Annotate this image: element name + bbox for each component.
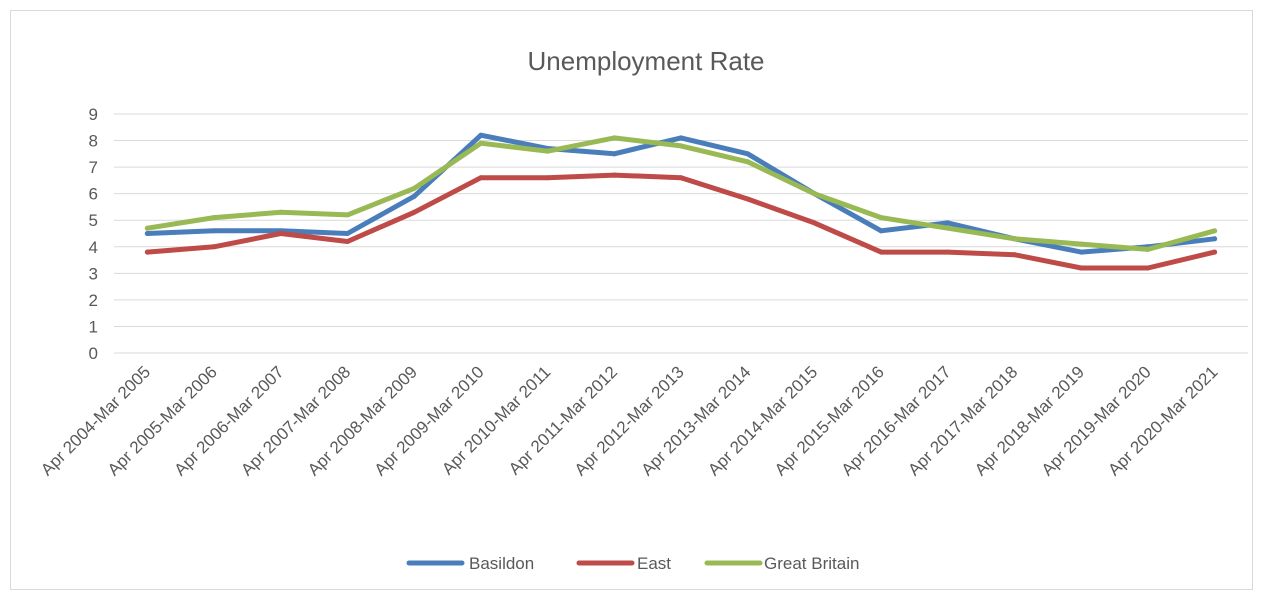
data-point — [478, 175, 484, 181]
y-axis-ticks: 0 1 2 3 4 5 6 7 8 9 — [89, 105, 98, 363]
data-point — [945, 249, 951, 255]
series-line-east — [144, 172, 1218, 271]
y-tick-label: 9 — [89, 105, 98, 124]
x-tick-label: Apr 2015-Mar 2016 — [771, 362, 888, 479]
chart-area: Unemployment Rate 0 1 2 3 4 5 6 7 8 9 Apr 2004-Ma… — [10, 10, 1253, 590]
data-point — [278, 209, 284, 215]
data-point — [411, 193, 417, 199]
data-point — [478, 132, 484, 138]
y-tick-label: 5 — [89, 211, 98, 230]
data-point — [344, 212, 350, 218]
x-tick-label: Apr 2005-Mar 2006 — [104, 362, 221, 479]
data-point — [1078, 249, 1084, 255]
y-tick-label: 3 — [89, 264, 98, 283]
data-point — [1212, 236, 1218, 242]
data-point — [945, 220, 951, 226]
y-tick-label: 1 — [89, 317, 98, 336]
data-point — [678, 175, 684, 181]
data-point — [1145, 246, 1151, 252]
x-tick-label: Apr 2012-Mar 2013 — [571, 362, 688, 479]
legend-label: Great Britain — [764, 554, 859, 573]
data-point — [344, 238, 350, 244]
data-point — [1012, 236, 1018, 242]
y-tick-label: 6 — [89, 185, 98, 204]
x-tick-label: Apr 2014-Mar 2015 — [704, 362, 821, 479]
y-tick-label: 7 — [89, 158, 98, 177]
x-tick-label: Apr 2007-Mar 2008 — [237, 362, 354, 479]
data-point — [745, 196, 751, 202]
data-point — [144, 225, 150, 231]
data-point — [678, 143, 684, 149]
legend-label: East — [637, 554, 671, 573]
data-point — [144, 249, 150, 255]
data-point — [478, 140, 484, 146]
data-point — [545, 148, 551, 154]
data-point — [945, 225, 951, 231]
data-point — [1078, 265, 1084, 271]
x-tick-label: Apr 2016-Mar 2017 — [838, 362, 955, 479]
x-tick-label: Apr 2013-Mar 2014 — [638, 362, 755, 479]
x-tick-label: Apr 2020-Mar 2021 — [1104, 362, 1221, 479]
x-tick-label: Apr 2019-Mar 2020 — [1038, 362, 1155, 479]
data-point — [811, 191, 817, 197]
x-tick-label: Apr 2008-Mar 2009 — [304, 362, 421, 479]
data-point — [1212, 249, 1218, 255]
data-point — [1212, 228, 1218, 234]
data-point — [745, 159, 751, 165]
data-point — [411, 185, 417, 191]
y-tick-label: 8 — [89, 132, 98, 151]
data-point — [211, 244, 217, 250]
legend-label: Basildon — [469, 554, 534, 573]
legend: Basildon East Great Britain — [406, 554, 859, 573]
data-point — [745, 151, 751, 157]
data-point — [878, 215, 884, 221]
data-point — [611, 151, 617, 157]
y-tick-label: 0 — [89, 344, 98, 363]
data-point — [545, 175, 551, 181]
line-chart: Unemployment Rate 0 1 2 3 4 5 6 7 8 9 Apr 2004-Ma… — [37, 46, 1248, 573]
data-point — [278, 231, 284, 236]
x-tick-label: Apr 2017-Mar 2018 — [904, 362, 1021, 479]
data-point — [1012, 252, 1018, 258]
data-point — [878, 249, 884, 255]
data-point — [344, 231, 350, 236]
y-tick-label: 2 — [89, 291, 98, 310]
data-point — [211, 228, 217, 234]
x-tick-label: Apr 2006-Mar 2007 — [171, 362, 288, 479]
data-point — [811, 220, 817, 226]
chart-title: Unemployment Rate — [528, 46, 765, 76]
x-tick-label: Apr 2009-Mar 2010 — [371, 362, 488, 479]
data-point — [1145, 265, 1151, 271]
x-tick-label: Apr 2018-Mar 2019 — [971, 362, 1088, 479]
data-point — [678, 135, 684, 141]
y-tick-label: 4 — [89, 238, 98, 257]
x-tick-label: Apr 2004-Mar 2005 — [37, 362, 154, 479]
data-point — [878, 228, 884, 234]
data-point — [411, 209, 417, 215]
data-point — [611, 135, 617, 141]
data-point — [211, 215, 217, 221]
data-point — [1078, 241, 1084, 247]
data-point — [611, 172, 617, 178]
data-point — [144, 231, 150, 236]
series-lines — [144, 132, 1218, 271]
gridlines — [114, 113, 1248, 354]
